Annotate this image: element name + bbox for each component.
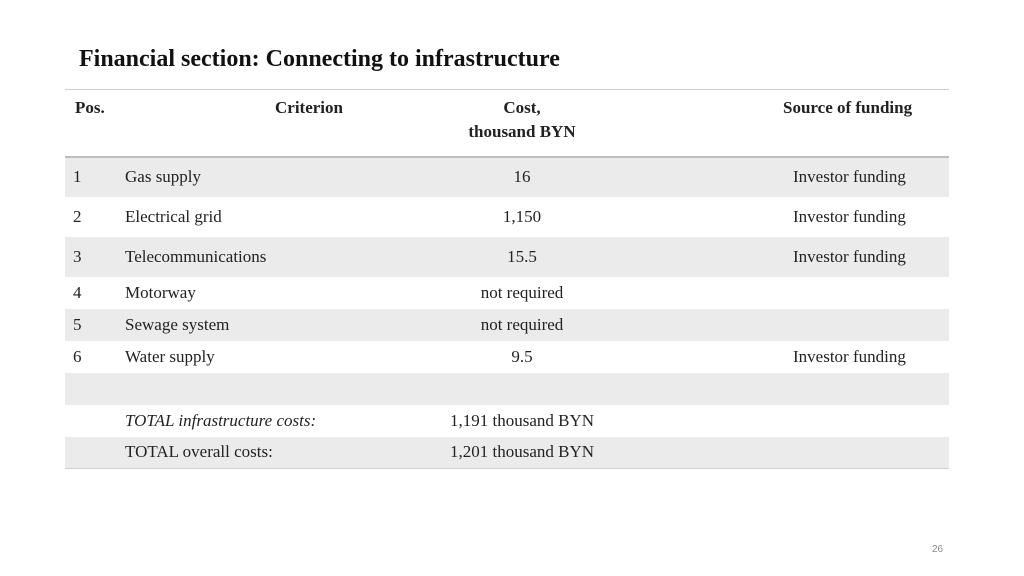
header-cost-line1: Cost, [503, 98, 541, 117]
header-row: Pos. Criterion Cost, thousand BYN Source… [65, 89, 949, 158]
row-cost: not required [480, 282, 564, 302]
slide-title: Financial section: Connecting to infrast… [79, 46, 560, 72]
header-cost-line2: thousand BYN [468, 122, 576, 141]
row-cost: 16 [425, 156, 619, 197]
row-source: Investor funding [793, 346, 906, 366]
total-infrastructure-value: 1,191 thousand BYN [449, 410, 595, 430]
row-source [619, 308, 949, 341]
header-pos: Pos. [65, 89, 113, 158]
row-source: Investor funding [619, 236, 949, 277]
row-cost: not required [425, 308, 619, 341]
table-row: 5 Sewage system not required [65, 308, 949, 341]
row-source: Investor funding [793, 206, 906, 226]
row-cost: 9.5 [511, 346, 533, 366]
header-source: Source of funding [619, 89, 949, 158]
total-row: TOTAL overall costs: 1,201 thousand BYN [65, 436, 949, 469]
row-criterion: Sewage system [113, 308, 425, 341]
table-row: 4 Motorway not required [65, 277, 949, 309]
table-row: 2 Electrical grid 1,150 Investor funding [65, 197, 949, 237]
table-row: 1 Gas supply 16 Investor funding [65, 156, 949, 197]
total-overall-value: 1,201 thousand BYN [425, 436, 619, 469]
table-body: 1 Gas supply 16 Investor funding 2 Elect… [65, 156, 949, 469]
table-row: 6 Water supply 9.5 Investor funding [65, 341, 949, 373]
row-source: Investor funding [619, 156, 949, 197]
row-pos: 2 [73, 206, 82, 226]
row-pos: 3 [65, 236, 113, 277]
row-cost: 1,150 [502, 206, 542, 226]
header-cost: Cost, thousand BYN [425, 89, 619, 158]
row-source [619, 277, 949, 309]
row-cost: 15.5 [425, 236, 619, 277]
infrastructure-cost-table: Pos. Criterion Cost, thousand BYN Source… [65, 89, 949, 469]
row-criterion: Gas supply [113, 156, 425, 197]
row-criterion: Motorway [125, 282, 196, 302]
table-header: Pos. Criterion Cost, thousand BYN Source… [65, 89, 949, 158]
row-pos: 4 [73, 282, 82, 302]
row-pos: 1 [65, 156, 113, 197]
table-row: 3 Telecommunications 15.5 Investor fundi… [65, 236, 949, 277]
row-pos: 5 [65, 308, 113, 341]
row-criterion: Water supply [125, 346, 215, 366]
empty-row [65, 372, 949, 405]
page-number: 26 [932, 544, 944, 555]
header-criterion: Criterion [113, 89, 425, 158]
total-overall-label: TOTAL overall costs: [113, 436, 425, 469]
total-row: TOTAL infrastructure costs: 1,191 thousa… [65, 405, 949, 437]
row-criterion: Electrical grid [125, 206, 222, 226]
row-criterion: Telecommunications [113, 236, 425, 277]
row-pos: 6 [73, 346, 82, 366]
total-infrastructure-label: TOTAL infrastructure costs: [125, 410, 317, 430]
